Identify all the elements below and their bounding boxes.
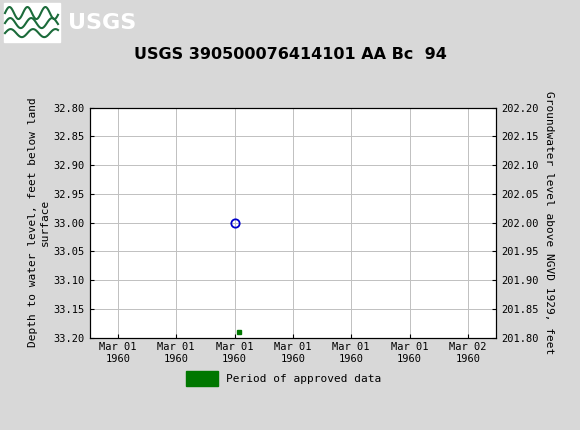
Y-axis label: Groundwater level above NGVD 1929, feet: Groundwater level above NGVD 1929, feet (544, 91, 554, 354)
Text: Period of approved data: Period of approved data (226, 374, 382, 384)
Text: USGS 390500076414101 AA Bc  94: USGS 390500076414101 AA Bc 94 (133, 47, 447, 62)
Y-axis label: Depth to water level, feet below land
surface: Depth to water level, feet below land su… (28, 98, 50, 347)
Text: USGS: USGS (68, 13, 136, 33)
Bar (186, 371, 218, 387)
Bar (4, 3, 60, 42)
